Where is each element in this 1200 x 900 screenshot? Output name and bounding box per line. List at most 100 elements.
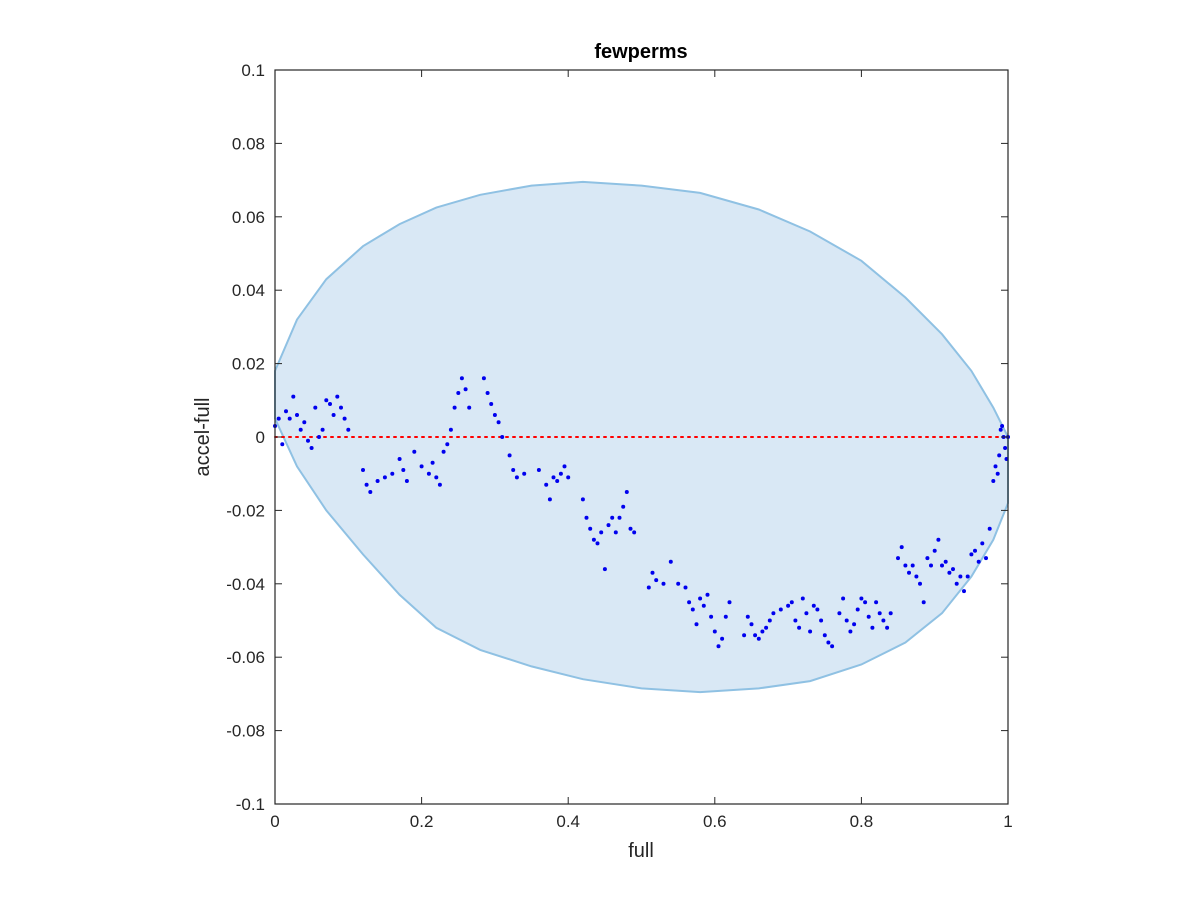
data-point	[617, 515, 622, 520]
data-point	[698, 596, 703, 601]
data-point	[995, 471, 1000, 476]
data-point	[811, 603, 816, 608]
data-point	[646, 585, 651, 590]
data-point	[808, 629, 813, 634]
data-point	[588, 526, 593, 531]
y-axis-label: accel-full	[192, 398, 214, 477]
data-point	[661, 581, 666, 586]
data-point	[404, 479, 409, 483]
data-point	[1003, 446, 1008, 450]
data-point	[793, 618, 798, 623]
data-point	[328, 402, 332, 406]
data-point	[830, 644, 835, 649]
data-point	[390, 471, 395, 476]
data-point	[547, 497, 552, 502]
data-point	[993, 464, 998, 469]
data-point	[822, 633, 827, 638]
y-tick-label: -0.02	[226, 501, 265, 520]
x-tick-label: 0.6	[703, 812, 727, 831]
data-point	[951, 567, 955, 572]
data-point	[331, 413, 336, 417]
data-point	[896, 556, 900, 561]
data-point	[595, 541, 600, 546]
data-point	[676, 581, 681, 586]
data-point	[448, 427, 453, 432]
data-point	[683, 585, 688, 590]
data-point	[709, 614, 714, 619]
data-point	[701, 603, 706, 608]
data-point	[998, 427, 1003, 432]
data-point	[426, 471, 431, 476]
data-point	[705, 592, 710, 597]
data-point	[760, 629, 765, 634]
data-point	[954, 581, 959, 586]
data-point	[749, 622, 754, 627]
data-point	[690, 607, 695, 612]
data-point	[313, 405, 318, 410]
data-point	[364, 482, 369, 487]
data-point	[452, 405, 457, 410]
data-point	[335, 394, 340, 399]
data-point	[437, 482, 442, 487]
data-point	[511, 468, 516, 472]
data-point	[1000, 424, 1005, 428]
data-point	[522, 471, 527, 476]
data-point	[940, 563, 944, 568]
y-tick-label: -0.04	[226, 575, 265, 594]
data-point	[764, 625, 769, 630]
data-point	[997, 453, 1002, 458]
data-point	[624, 490, 629, 494]
data-point	[991, 479, 996, 483]
data-point	[727, 600, 732, 605]
data-point	[580, 497, 585, 502]
data-point	[463, 387, 468, 392]
data-point	[668, 559, 673, 564]
data-point	[907, 570, 911, 575]
data-point	[287, 416, 292, 421]
data-point	[720, 636, 725, 641]
data-point	[815, 607, 820, 612]
data-point	[361, 468, 365, 472]
data-point	[324, 398, 329, 403]
data-point	[874, 600, 879, 605]
data-point	[903, 563, 908, 568]
y-tick-label: -0.06	[226, 648, 265, 667]
data-point	[866, 614, 871, 619]
x-axis-label: full	[628, 840, 654, 862]
data-point	[694, 622, 699, 627]
data-point	[456, 391, 461, 395]
data-point	[492, 413, 497, 417]
data-point	[551, 475, 556, 480]
data-point	[855, 607, 860, 612]
data-point	[397, 457, 402, 461]
x-tick-label: 0.4	[556, 812, 580, 831]
data-point	[819, 618, 824, 623]
data-point	[943, 559, 948, 564]
data-point	[434, 475, 439, 480]
x-tick-label: 1	[1003, 812, 1012, 831]
data-point	[910, 563, 915, 568]
y-axis: -0.1 -0.08 -0.06 -0.04 -0.02 0 0.02 0.04 0.06 0.0…	[226, 61, 1008, 814]
data-point	[412, 449, 417, 454]
data-point	[485, 391, 490, 395]
data-point	[459, 376, 464, 381]
data-point	[291, 394, 296, 399]
data-point	[555, 479, 560, 483]
data-point	[441, 449, 446, 454]
data-point	[918, 581, 922, 586]
data-point	[632, 530, 637, 535]
data-point	[771, 611, 776, 616]
x-tick-label: 0	[270, 812, 279, 831]
data-point	[965, 574, 970, 579]
y-tick-label: 0	[256, 428, 265, 447]
data-point	[606, 523, 611, 528]
data-point	[742, 633, 747, 638]
data-point	[496, 420, 501, 425]
data-point	[778, 607, 783, 612]
data-point	[514, 475, 519, 480]
data-point	[723, 614, 728, 619]
y-tick-label: 0.1	[241, 61, 265, 80]
data-point	[848, 629, 853, 634]
data-point	[544, 482, 549, 487]
